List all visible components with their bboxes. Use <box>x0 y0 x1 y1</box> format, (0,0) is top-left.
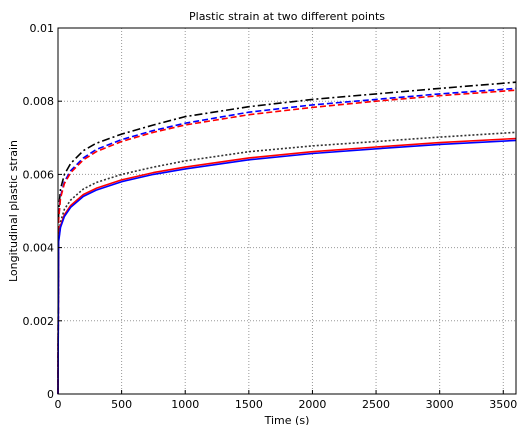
x-tick-label: 3500 <box>489 398 517 411</box>
plot-frame <box>57 27 517 395</box>
y-tick-label: 0.006 <box>23 168 55 181</box>
series-line-6 <box>57 139 517 395</box>
series-line-5 <box>57 137 517 395</box>
series-line-1 <box>57 81 517 395</box>
x-tick-label: 2000 <box>298 398 326 411</box>
y-tick-label: 0.01 <box>30 22 55 35</box>
grid <box>58 28 516 394</box>
x-axis-label: Time (s) <box>264 414 310 425</box>
series-line-4 <box>57 131 517 395</box>
x-tick-label: 500 <box>111 398 132 411</box>
y-tick-label: 0.002 <box>23 315 55 328</box>
y-tick-label: 0 <box>47 388 54 401</box>
x-tick-label: 3000 <box>426 398 454 411</box>
y-axis-label: Longitudinal plastic strain <box>7 140 20 282</box>
x-tick-label: 1500 <box>235 398 263 411</box>
series-line-3 <box>57 89 517 395</box>
x-axis: 0 500 1000 1500 2000 2500 3000 3500 <box>55 390 517 411</box>
x-tick-label: 1000 <box>171 398 199 411</box>
series-group <box>57 81 517 395</box>
y-tick-label: 0.008 <box>23 95 55 108</box>
y-tick-label: 0.004 <box>23 242 55 255</box>
x-tick-label: 2500 <box>362 398 390 411</box>
x-tick-label: 0 <box>55 398 62 411</box>
chart-title: Plastic strain at two different points <box>189 10 385 23</box>
series-line-2 <box>57 87 517 395</box>
y-axis: 0 0.002 0.004 0.006 0.008 0.01 <box>23 22 62 401</box>
